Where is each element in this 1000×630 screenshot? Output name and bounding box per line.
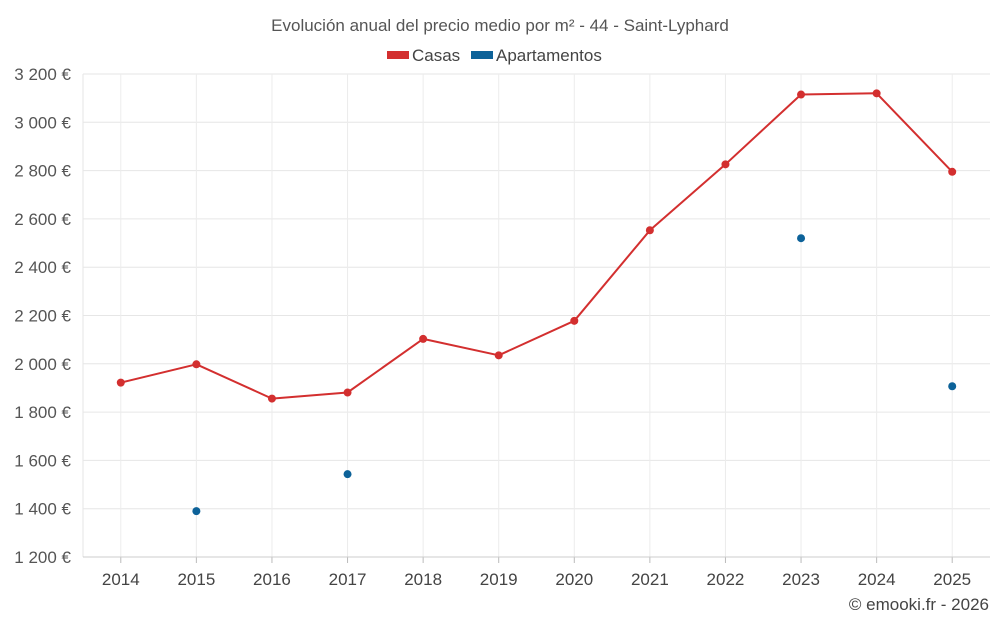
data-point-casas	[872, 89, 881, 98]
data-point-apartamentos	[343, 470, 352, 479]
series-line-casas	[120, 92, 953, 400]
data-point-apartamentos	[192, 507, 201, 516]
data-point-apartamentos	[948, 382, 957, 391]
data-point-casas	[192, 360, 201, 369]
data-point-casas	[645, 226, 654, 235]
x-tick-label: 2018	[404, 570, 442, 589]
x-tick-label: 2017	[329, 570, 367, 589]
x-tick-label: 2020	[555, 570, 593, 589]
data-point-casas	[419, 334, 428, 343]
data-point-casas	[267, 394, 276, 403]
y-tick-label: 1 200 €	[14, 548, 71, 567]
legend-item-apartamentos[interactable]: Apartamentos	[471, 46, 602, 65]
series	[116, 89, 957, 516]
axes: 1 200 € 1 400 € 1 600 € 1 800 € 2 000 € 2 200…	[14, 65, 990, 589]
data-point-casas	[797, 90, 806, 99]
data-point-casas	[494, 351, 503, 360]
x-tick-label: 2021	[631, 570, 669, 589]
data-point-casas	[116, 378, 125, 387]
y-tick-label: 2 400 €	[14, 258, 71, 277]
x-tick-label: 2016	[253, 570, 291, 589]
x-tick-label: 2014	[102, 570, 140, 589]
data-point-casas	[948, 167, 957, 176]
data-point-casas	[343, 388, 352, 397]
chart-title: Evolución anual del precio medio por m² …	[271, 16, 729, 35]
x-tick-label: 2024	[858, 570, 896, 589]
x-tick-label: 2019	[480, 570, 518, 589]
y-tick-label: 2 800 €	[14, 162, 71, 181]
y-tick-label: 1 800 €	[14, 403, 71, 422]
grid	[83, 73, 990, 558]
x-tick-label: 2022	[707, 570, 745, 589]
y-tick-label: 2 000 €	[14, 355, 71, 374]
legend-label-apartamentos: Apartamentos	[496, 46, 602, 65]
data-point-apartamentos	[797, 234, 806, 243]
x-tick-label: 2023	[782, 570, 820, 589]
legend-swatch-casas	[387, 51, 409, 59]
y-tick-label: 3 000 €	[14, 113, 71, 132]
y-tick-label: 2 200 €	[14, 307, 71, 326]
data-point-casas	[721, 160, 730, 169]
legend: Casas Apartamentos	[387, 46, 602, 65]
x-tick-label: 2025	[933, 570, 971, 589]
y-tick-label: 1 400 €	[14, 500, 71, 519]
y-tick-label: 3 200 €	[14, 65, 71, 84]
legend-label-casas: Casas	[412, 46, 460, 65]
y-tick-label: 1 600 €	[14, 451, 71, 470]
y-tick-label: 2 600 €	[14, 210, 71, 229]
legend-swatch-apartamentos	[471, 51, 493, 59]
data-point-casas	[570, 316, 579, 325]
legend-item-casas[interactable]: Casas	[387, 46, 460, 65]
x-tick-label: 2015	[177, 570, 215, 589]
credit-text: © emooki.fr - 2026	[849, 595, 989, 614]
